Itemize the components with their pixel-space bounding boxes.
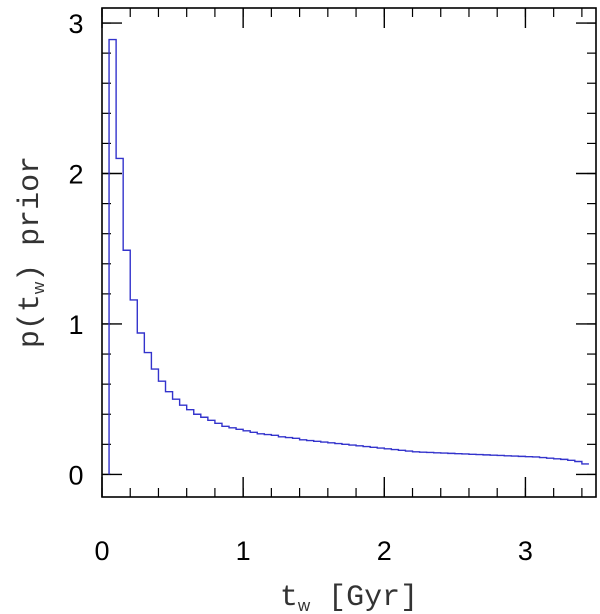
plot-frame (101, 7, 597, 498)
y-tick-label: 2 (68, 160, 83, 190)
y-axis-label-post: ) prior (14, 156, 48, 282)
y-axis-label-pre: p(t (14, 294, 48, 348)
tick-labels-layer: 0 1 2 3 0 1 2 3 (68, 9, 532, 566)
ticks-layer (101, 8, 596, 497)
x-axis-label-rest: [Gyr] (310, 581, 418, 614)
x-tick-label: 2 (377, 536, 392, 566)
series-step-line (108, 38, 589, 475)
x-axis-label: tw [Gyr] (280, 581, 418, 614)
y-axis-label: p(tw) prior (14, 156, 48, 348)
x-axis-label-base: t (280, 581, 298, 614)
x-axis-label-sub: w (297, 596, 311, 614)
y-axis-label-sub: w (29, 281, 48, 295)
x-tick-label: 1 (236, 536, 251, 566)
x-tick-label: 3 (518, 536, 533, 566)
y-tick-label: 1 (68, 310, 83, 340)
y-tick-label: 0 (68, 460, 83, 490)
x-tick-label: 0 (94, 536, 109, 566)
y-tick-label: 3 (68, 9, 83, 39)
